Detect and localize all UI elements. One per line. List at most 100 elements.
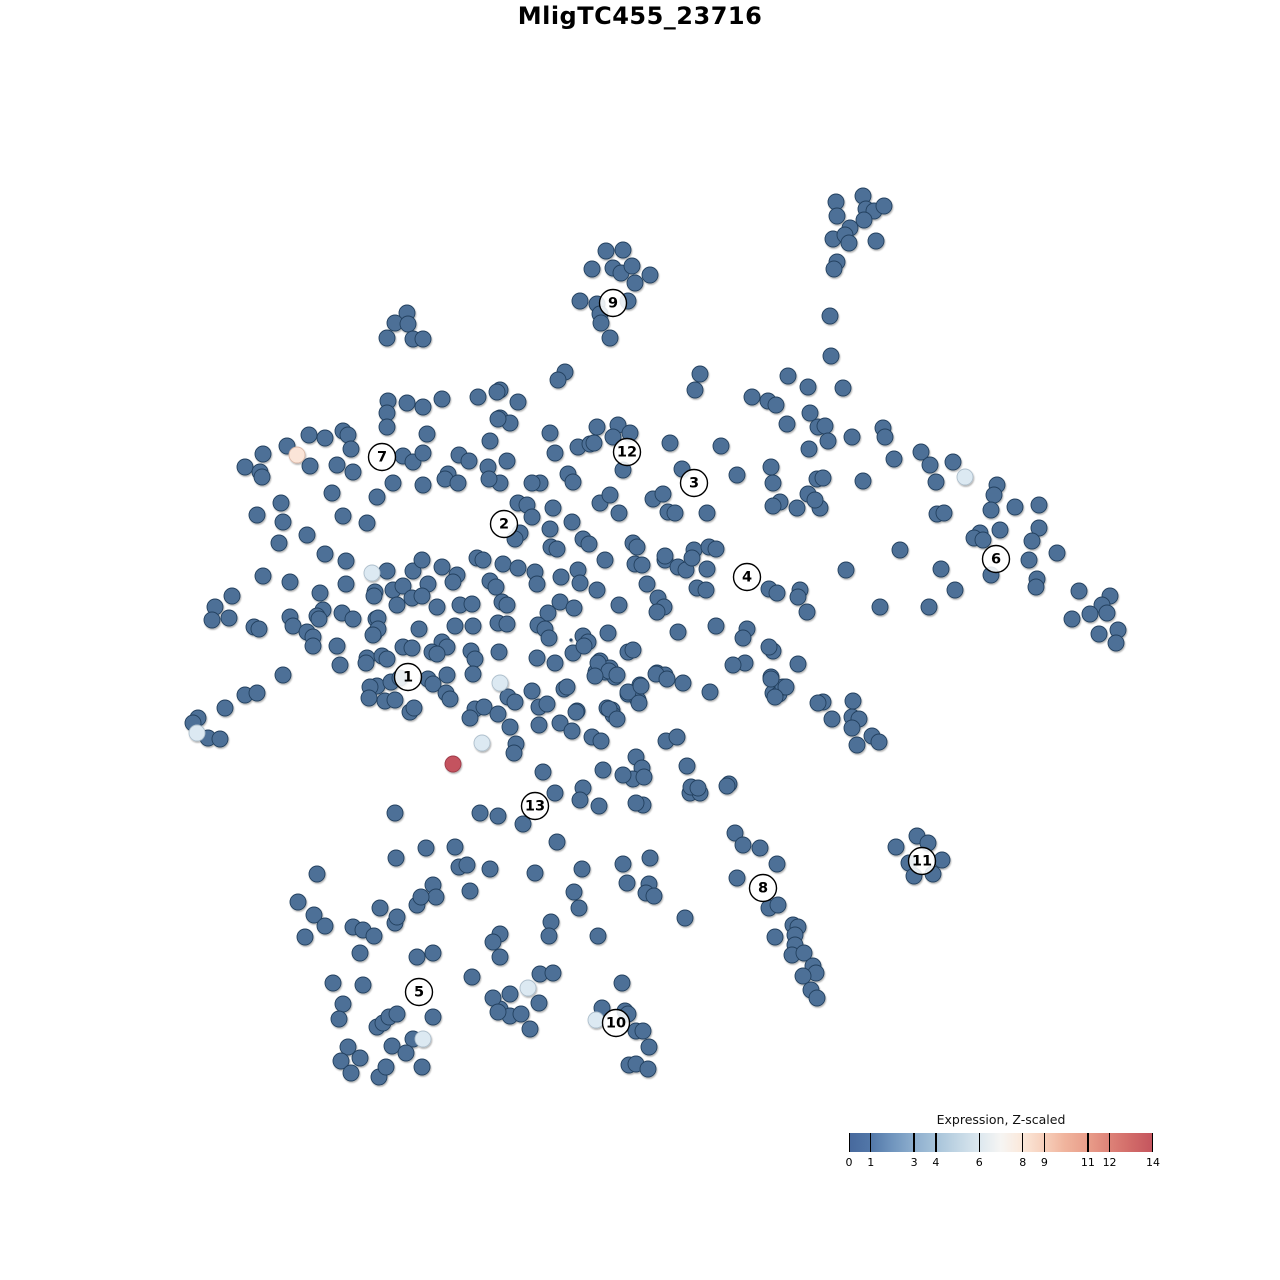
data-point[interactable]	[683, 549, 701, 567]
data-point[interactable]	[871, 598, 889, 616]
data-point[interactable]	[728, 869, 746, 887]
data-point[interactable]	[623, 257, 641, 275]
data-point[interactable]	[351, 1049, 369, 1067]
data-point[interactable]	[921, 456, 939, 474]
data-point[interactable]	[274, 666, 292, 684]
data-point[interactable]	[250, 620, 268, 638]
data-point[interactable]	[466, 650, 484, 668]
data-point[interactable]	[534, 763, 552, 781]
data-point[interactable]	[378, 329, 396, 347]
data-point[interactable]	[564, 473, 582, 491]
data-point[interactable]	[281, 573, 299, 591]
data-point[interactable]	[544, 964, 562, 982]
data-point[interactable]	[571, 791, 589, 809]
data-point[interactable]	[463, 595, 481, 613]
data-point[interactable]	[284, 617, 302, 635]
data-point[interactable]	[633, 556, 651, 574]
data-point[interactable]	[404, 562, 422, 580]
data-point[interactable]	[726, 824, 744, 842]
data-point[interactable]	[530, 994, 548, 1012]
data-point[interactable]	[563, 722, 581, 740]
data-point[interactable]	[316, 545, 334, 563]
data-point[interactable]	[1030, 519, 1048, 537]
data-point[interactable]	[528, 649, 546, 667]
data-point[interactable]	[378, 650, 396, 668]
data-point[interactable]	[608, 710, 626, 728]
data-point[interactable]	[428, 645, 446, 663]
data-point[interactable]	[887, 838, 905, 856]
data-point[interactable]	[248, 506, 266, 524]
data-point[interactable]	[627, 794, 645, 812]
data-point[interactable]	[501, 985, 519, 1003]
data-point[interactable]	[698, 560, 716, 578]
data-point[interactable]	[413, 551, 431, 569]
data-point[interactable]	[614, 766, 632, 784]
data-point[interactable]	[387, 849, 405, 867]
data-point[interactable]	[203, 611, 221, 629]
data-point[interactable]	[334, 507, 352, 525]
data-point[interactable]	[427, 888, 445, 906]
data-point[interactable]	[800, 440, 818, 458]
data-point[interactable]	[635, 768, 653, 786]
data-point[interactable]	[634, 1022, 652, 1040]
data-point[interactable]	[1030, 496, 1048, 514]
data-point[interactable]	[768, 855, 786, 873]
data-point[interactable]	[610, 596, 628, 614]
data-point[interactable]	[1063, 610, 1081, 628]
data-point[interactable]	[834, 379, 852, 397]
data-point[interactable]	[648, 603, 666, 621]
data-point[interactable]	[413, 587, 431, 605]
data-point[interactable]	[666, 504, 684, 522]
data-point[interactable]	[946, 581, 964, 599]
data-point[interactable]	[991, 521, 1009, 539]
data-point[interactable]	[592, 732, 610, 750]
data-point[interactable]	[586, 667, 604, 685]
data-point[interactable]	[638, 575, 656, 593]
data-point[interactable]	[837, 561, 855, 579]
data-point[interactable]	[1006, 498, 1024, 516]
data-point[interactable]	[481, 432, 499, 450]
data-point[interactable]	[523, 508, 541, 526]
data-point[interactable]	[551, 714, 569, 732]
data-point[interactable]	[718, 777, 736, 795]
data-point[interactable]	[311, 584, 329, 602]
data-point[interactable]	[876, 428, 894, 446]
data-point[interactable]	[388, 596, 406, 614]
data-point[interactable]	[552, 568, 570, 586]
data-point[interactable]	[821, 307, 839, 325]
data-point[interactable]	[601, 486, 619, 504]
data-point[interactable]	[332, 1052, 350, 1070]
data-point[interactable]	[368, 488, 386, 506]
data-point[interactable]	[413, 1058, 431, 1076]
data-point[interactable]	[668, 728, 686, 746]
data-point[interactable]	[848, 736, 866, 754]
data-point[interactable]	[594, 761, 612, 779]
data-point[interactable]	[371, 899, 389, 917]
data-point-highlight[interactable]	[587, 1011, 605, 1029]
data-point[interactable]	[658, 670, 676, 688]
data-point[interactable]	[433, 390, 451, 408]
data-point[interactable]	[1023, 532, 1041, 550]
data-point[interactable]	[819, 432, 837, 450]
data-point[interactable]	[628, 538, 646, 556]
data-point[interactable]	[767, 396, 785, 414]
data-point[interactable]	[339, 426, 357, 444]
data-point[interactable]	[254, 445, 272, 463]
data-point[interactable]	[438, 666, 456, 684]
data-point[interactable]	[444, 573, 462, 591]
data-point[interactable]	[331, 656, 349, 674]
data-point[interactable]	[624, 641, 642, 659]
data-point[interactable]	[558, 678, 576, 696]
data-point[interactable]	[342, 1064, 360, 1082]
data-point[interactable]	[523, 682, 541, 700]
data-point[interactable]	[323, 484, 341, 502]
data-point[interactable]	[588, 418, 606, 436]
data-point[interactable]	[641, 266, 659, 284]
data-point[interactable]	[461, 709, 479, 727]
data-point[interactable]	[328, 456, 346, 474]
data-point[interactable]	[378, 418, 396, 436]
data-point[interactable]	[608, 666, 626, 684]
data-point[interactable]	[610, 504, 628, 522]
data-point-tiny[interactable]	[569, 638, 573, 642]
data-point[interactable]	[541, 424, 559, 442]
